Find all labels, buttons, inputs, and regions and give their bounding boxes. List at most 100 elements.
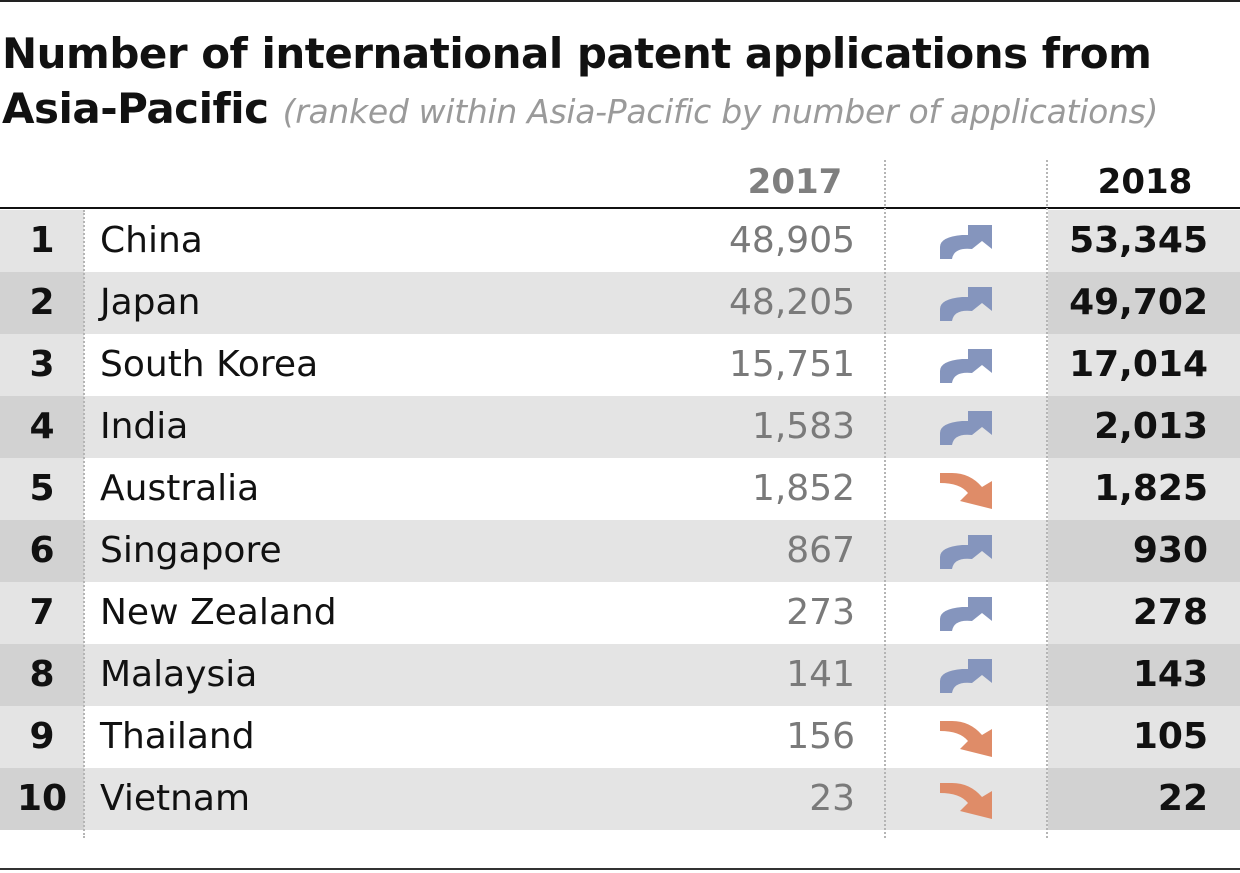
value-2017: 23 (809, 778, 855, 819)
value-2017: 141 (786, 654, 855, 695)
rank-number: 4 (29, 406, 55, 447)
trend-up-arrow-icon (940, 659, 992, 693)
rank-cell-bg (0, 582, 84, 644)
header-rule (0, 207, 1240, 209)
rank-number: 3 (29, 344, 55, 385)
rank-cell-bg (0, 520, 84, 582)
rank-cell-bg (0, 768, 84, 830)
country-name: Australia (100, 468, 260, 509)
table-row: 6 Singapore 867 930 (0, 520, 1240, 582)
value-2018: 143 (1132, 654, 1208, 695)
divider-rank (83, 210, 85, 838)
value-2018: 930 (1132, 530, 1208, 571)
value-2018: 1,825 (1094, 468, 1208, 509)
rank-cell-bg (0, 396, 84, 458)
value-2018-cell-bg (1048, 582, 1240, 644)
rank-cell-bg (0, 458, 84, 520)
value-2017: 15,751 (729, 344, 855, 385)
value-2018: 2,013 (1094, 406, 1208, 447)
rank-cell-bg (0, 210, 84, 272)
country-name: New Zealand (100, 592, 337, 633)
table-row: 5 Australia 1,852 1,825 (0, 458, 1240, 520)
value-2017: 273 (786, 592, 855, 633)
value-2018-cell-bg (1048, 768, 1240, 830)
country-name: Malaysia (100, 654, 258, 695)
chart-title: Number of international patent applicati… (2, 26, 1238, 139)
rank-number: 10 (16, 778, 68, 819)
value-2017: 156 (786, 716, 855, 757)
value-2017: 1,583 (751, 406, 855, 447)
trend-up-arrow-icon (940, 287, 992, 321)
country-name: Thailand (100, 716, 255, 757)
trend-up-arrow-shape (940, 659, 992, 693)
title-main: Number of international patent applicati… (2, 29, 1152, 133)
value-2018: 17,014 (1069, 344, 1208, 385)
value-2018: 49,702 (1069, 282, 1208, 323)
table-row: 8 Malaysia 141 143 (0, 644, 1240, 706)
rank-number: 5 (29, 468, 55, 509)
table-row: 9 Thailand 156 105 (0, 706, 1240, 768)
divider-2018 (1046, 160, 1048, 838)
trend-up-arrow-shape (940, 411, 992, 445)
rank-cell-bg (0, 272, 84, 334)
trend-up-arrow-icon (940, 349, 992, 383)
rank-cell-bg (0, 706, 84, 768)
value-2018-cell-bg (1048, 706, 1240, 768)
value-2017: 867 (786, 530, 855, 571)
trend-up-arrow-icon (940, 597, 992, 631)
table-row: 1 China 48,905 53,345 (0, 210, 1240, 272)
country-name: China (100, 220, 203, 261)
trend-up-arrow-icon (940, 535, 992, 569)
country-name: Japan (100, 282, 201, 323)
trend-up-arrow-shape (940, 535, 992, 569)
value-2017: 48,205 (729, 282, 855, 323)
table-row: 2 Japan 48,205 49,702 (0, 272, 1240, 334)
country-name: Vietnam (100, 778, 251, 819)
value-2018: 278 (1132, 592, 1208, 633)
trend-down-arrow-shape (940, 783, 992, 819)
table-row: 10 Vietnam 23 22 (0, 768, 1240, 830)
value-2018-cell-bg (1048, 272, 1240, 334)
trend-down-arrow-shape (940, 721, 992, 757)
value-2018-cell-bg (1048, 396, 1240, 458)
value-2018-cell-bg (1048, 644, 1240, 706)
value-2017: 48,905 (729, 220, 855, 261)
trend-up-arrow-icon (940, 411, 992, 445)
column-header-2017: 2017 (747, 162, 843, 202)
rank-number: 7 (29, 592, 55, 633)
trend-up-arrow-shape (940, 597, 992, 631)
value-2018: 22 (1157, 778, 1208, 819)
title-subtitle: (ranked within Asia-Pacific by number of… (282, 92, 1159, 131)
trend-up-arrow-icon (940, 225, 992, 259)
value-2018-cell-bg (1048, 334, 1240, 396)
trend-down-arrow-icon (940, 721, 992, 757)
table-row: 4 India 1,583 2,013 (0, 396, 1240, 458)
trend-down-arrow-icon (940, 473, 992, 509)
rank-cell-bg (0, 334, 84, 396)
value-2018: 53,345 (1069, 220, 1208, 261)
rank-cell-bg (0, 644, 84, 706)
trend-up-arrow-shape (940, 225, 992, 259)
rank-number: 6 (29, 530, 55, 571)
table-row: 3 South Korea 15,751 17,014 (0, 334, 1240, 396)
value-2017: 1,852 (751, 468, 855, 509)
trend-down-arrow-shape (940, 473, 992, 509)
country-name: Singapore (100, 530, 282, 571)
country-name: India (100, 406, 189, 447)
column-header-2018: 2018 (1097, 162, 1193, 202)
trend-up-arrow-shape (940, 287, 992, 321)
bottom-rule (0, 868, 1240, 870)
rank-number: 1 (29, 220, 55, 261)
rank-number: 2 (29, 282, 55, 323)
trend-up-arrow-shape (940, 349, 992, 383)
rank-number: 8 (29, 654, 55, 695)
table-row: 7 New Zealand 273 278 (0, 582, 1240, 644)
value-2018-cell-bg (1048, 520, 1240, 582)
value-2018-cell-bg (1048, 210, 1240, 272)
value-2018-cell-bg (1048, 458, 1240, 520)
value-2018: 105 (1132, 716, 1208, 757)
rank-number: 9 (29, 716, 55, 757)
country-name: South Korea (100, 344, 319, 385)
divider-2017 (884, 160, 886, 838)
trend-down-arrow-icon (940, 783, 992, 819)
